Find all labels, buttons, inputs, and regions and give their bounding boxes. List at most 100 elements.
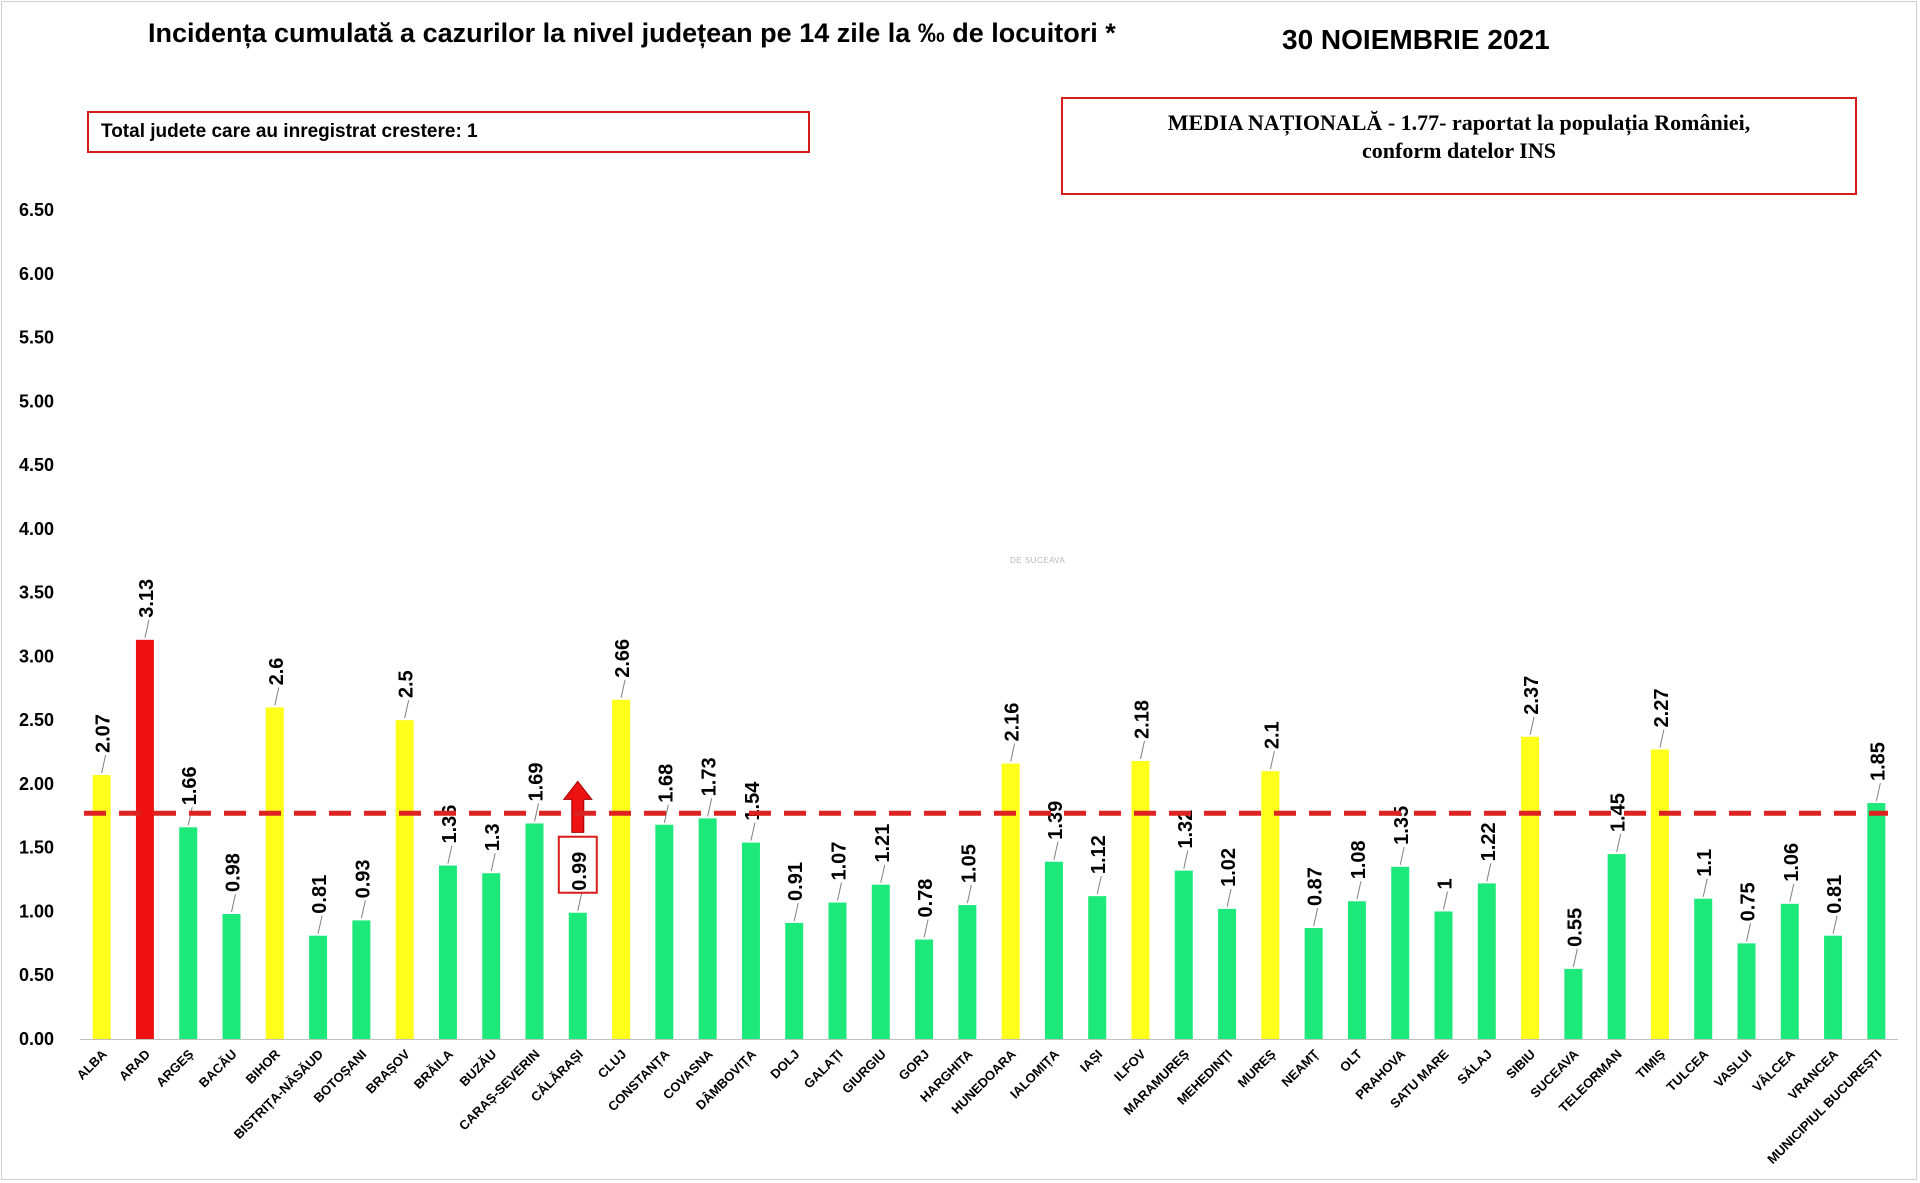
value-label: 1.07	[829, 842, 851, 881]
value-label: 1.21	[872, 824, 894, 863]
value-label: 0.78	[915, 879, 937, 918]
category-label: SĂLAJ	[1454, 1047, 1495, 1088]
category-label: MUREȘ	[1235, 1046, 1279, 1090]
value-leader	[1010, 743, 1016, 762]
value-leader	[837, 882, 842, 901]
bar-41	[1867, 803, 1886, 1039]
bar-26	[1218, 908, 1237, 1039]
value-label: 3.13	[136, 579, 158, 618]
value-label: 1.68	[655, 764, 677, 803]
value-leader	[966, 884, 972, 904]
category-label: IAȘI	[1077, 1047, 1105, 1075]
value-leader	[750, 822, 756, 841]
y-tick-label: 3.00	[19, 646, 54, 666]
value-label: 0.87	[1305, 867, 1327, 906]
bar-31	[1434, 911, 1453, 1039]
y-tick-label: 3.50	[19, 583, 54, 603]
value-label: 0.99	[569, 852, 591, 891]
bar-9	[482, 873, 501, 1039]
value-label: 2.66	[612, 639, 634, 678]
national-average-line1: MEDIA NAȚIONALĂ - 1.77- raportat la popu…	[1167, 110, 1751, 135]
value-leader	[1832, 915, 1838, 934]
value-leader	[1616, 833, 1622, 853]
value-leader	[707, 798, 713, 817]
value-label: 1.02	[1218, 848, 1240, 887]
y-tick-label: 0.00	[19, 1029, 54, 1049]
value-label: 0.81	[309, 875, 331, 914]
category-label: OLT	[1337, 1046, 1365, 1074]
value-label: 1.05	[958, 844, 980, 883]
category-label: SIBIU	[1503, 1047, 1538, 1082]
value-label: 1.73	[699, 757, 721, 796]
value-leader	[1183, 850, 1189, 869]
value-leader	[1356, 881, 1362, 900]
bar-29	[1347, 901, 1366, 1039]
y-tick-label: 0.50	[19, 965, 54, 985]
value-label: 2.18	[1132, 700, 1154, 739]
value-leader	[1313, 907, 1319, 927]
category-label: BRAȘOV	[363, 1046, 413, 1096]
value-label: 2.6	[266, 658, 288, 686]
report-date: 30 NOIEMBRIE 2021	[1282, 24, 1550, 55]
bar-4	[265, 707, 284, 1039]
value-leader	[360, 900, 366, 919]
value-leader	[231, 893, 236, 913]
bar-22	[1044, 861, 1063, 1039]
bar-38	[1737, 943, 1756, 1039]
bar-40	[1824, 935, 1843, 1039]
value-leader	[447, 845, 453, 864]
value-label: 1.32	[1175, 810, 1197, 849]
value-leader	[1096, 876, 1102, 895]
bar-11	[568, 912, 587, 1039]
bar-12	[612, 699, 631, 1039]
value-label: 0.75	[1738, 882, 1760, 921]
value-leader	[404, 700, 410, 719]
category-label: GORJ	[896, 1047, 933, 1084]
category-label: CLUJ	[595, 1047, 630, 1082]
value-label: 2.16	[1002, 703, 1024, 742]
value-label: 0.98	[223, 853, 245, 892]
bar-39	[1780, 903, 1799, 1039]
value-leader	[880, 864, 886, 883]
bar-2	[179, 827, 198, 1039]
category-label: ARGEȘ	[153, 1046, 197, 1090]
category-label: BACĂU	[196, 1047, 240, 1091]
value-leader	[1443, 891, 1448, 910]
bar-23	[1088, 896, 1107, 1039]
bar-0	[92, 774, 111, 1039]
bar-20	[958, 905, 977, 1039]
value-label: 1	[1435, 878, 1457, 889]
bar-32	[1477, 883, 1496, 1039]
value-leader	[187, 807, 193, 826]
category-label: VASLUI	[1711, 1047, 1755, 1091]
national-average-box: MEDIA NAȚIONALĂ - 1.77- raportat la popu…	[1061, 97, 1857, 195]
value-leader	[1572, 948, 1578, 967]
value-leader	[317, 915, 323, 934]
y-tick-label: 2.50	[19, 710, 54, 730]
value-label: 0.81	[1824, 875, 1846, 914]
value-label: 2.37	[1521, 676, 1543, 715]
value-leader	[620, 679, 626, 698]
category-label: BIHOR	[243, 1046, 284, 1087]
category-label: TULCEA	[1663, 1046, 1711, 1094]
watermark: DE SUCEAVA	[1010, 556, 1066, 565]
category-label: DOLJ	[767, 1047, 802, 1082]
value-leader	[1875, 782, 1881, 802]
value-label: 2.1	[1261, 721, 1283, 749]
category-label: ILFOV	[1111, 1046, 1149, 1084]
increase-arrow-icon	[562, 780, 593, 833]
value-leader	[274, 687, 280, 706]
value-leader	[1053, 841, 1059, 860]
bar-8	[438, 865, 457, 1039]
value-label: 1.1	[1694, 849, 1716, 877]
bar-25	[1174, 870, 1193, 1039]
category-label: ALBA	[74, 1046, 111, 1083]
chart-title: Incidența cumulată a cazurilor la nivel …	[148, 18, 1116, 48]
value-leader	[923, 919, 929, 938]
y-tick-label: 4.50	[19, 455, 54, 475]
value-leader	[534, 803, 539, 822]
value-leader	[1746, 923, 1751, 942]
y-tick-label: 5.50	[19, 328, 54, 348]
